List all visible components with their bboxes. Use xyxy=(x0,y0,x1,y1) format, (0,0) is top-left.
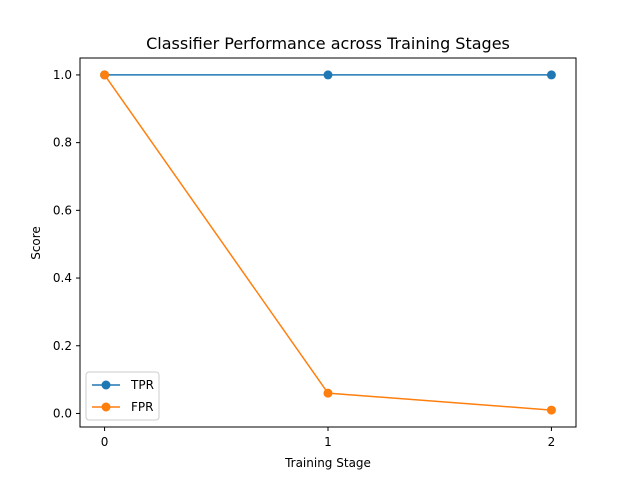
y-tick-label: 0.6 xyxy=(53,203,72,217)
legend-label-tpr: TPR xyxy=(130,378,154,392)
data-point-tpr xyxy=(323,70,333,80)
data-point-fpr xyxy=(323,388,333,398)
y-axis: 0.0 0.2 0.4 0.6 0.8 1.0 xyxy=(53,68,80,420)
legend-marker-tpr xyxy=(101,380,111,390)
y-tick-label: 0.2 xyxy=(53,339,72,353)
data-point-fpr xyxy=(546,405,556,415)
data-point-fpr xyxy=(100,70,110,80)
x-tick-label: 2 xyxy=(548,435,556,449)
x-axis-label: Training Stage xyxy=(284,456,371,470)
y-tick-label: 0.4 xyxy=(53,271,72,285)
x-tick-label: 1 xyxy=(324,435,332,449)
plot-frame xyxy=(79,57,577,428)
chart-title: Classifier Performance across Training S… xyxy=(146,34,510,53)
legend-label-fpr: FPR xyxy=(131,400,153,414)
y-tick-label: 1.0 xyxy=(53,68,72,82)
x-axis: 0 1 2 xyxy=(101,427,555,449)
y-axis-label: Score xyxy=(29,226,43,260)
y-tick-label: 0.0 xyxy=(53,406,72,420)
y-tick-label: 0.8 xyxy=(53,136,72,150)
legend: TPR FPR xyxy=(85,371,160,421)
legend-marker-fpr xyxy=(101,402,111,412)
x-tick-label: 0 xyxy=(101,435,109,449)
data-point-tpr xyxy=(546,70,556,80)
series-layer xyxy=(100,70,556,415)
